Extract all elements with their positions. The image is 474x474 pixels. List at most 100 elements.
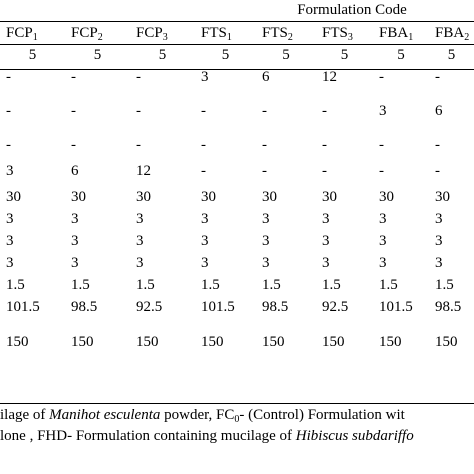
table-cell: 3 bbox=[379, 255, 387, 271]
table-cell: - bbox=[201, 137, 206, 153]
column-header: FCP1 bbox=[0, 22, 65, 44]
table-cell: 150 bbox=[379, 334, 402, 350]
units-rule bbox=[0, 69, 474, 70]
table-cell: - bbox=[136, 69, 141, 85]
table-cell: 101.5 bbox=[379, 299, 413, 315]
column-header-base: FBA bbox=[435, 25, 465, 41]
column-header-subscript: 1 bbox=[408, 32, 414, 43]
column-header: FBA2 bbox=[429, 22, 474, 44]
table-cell: - bbox=[379, 137, 384, 153]
table-cell: 5 bbox=[158, 47, 167, 63]
column-header-subscript: 1 bbox=[32, 32, 38, 43]
table-cell: 1.5 bbox=[262, 277, 281, 293]
table-cell: 150 bbox=[136, 334, 159, 350]
table-cell: - bbox=[379, 69, 384, 85]
table-cell: 3 bbox=[435, 211, 443, 227]
table-cell: 92.5 bbox=[136, 299, 163, 315]
table-cell: 1.5 bbox=[6, 277, 25, 293]
column-header-base: FBA bbox=[379, 25, 409, 41]
table-cell: 3 bbox=[6, 255, 14, 271]
column-header-subscript: 1 bbox=[226, 32, 232, 43]
column-header: FBA1 bbox=[373, 22, 429, 44]
column-header-subscript: 3 bbox=[162, 32, 168, 43]
table-cell: 5 bbox=[282, 47, 290, 63]
table-cell: - bbox=[136, 103, 141, 119]
table-cell: 5 bbox=[93, 47, 102, 63]
table-cell: 5 bbox=[340, 47, 349, 63]
column-header: FCP2 bbox=[65, 22, 130, 44]
table-cell: 1.5 bbox=[136, 277, 155, 293]
table-cell: 3 bbox=[6, 163, 14, 179]
table-cell: 3 bbox=[322, 211, 330, 227]
table-cell: - bbox=[262, 163, 267, 179]
table-cell: - bbox=[6, 103, 11, 119]
table-cell: 30 bbox=[262, 189, 277, 205]
table-cell: 3 bbox=[136, 255, 144, 271]
table-cell: 1.5 bbox=[71, 277, 90, 293]
table-cell: 3 bbox=[435, 233, 443, 249]
table-row: 5 5 5 5 5 5 5 5 bbox=[0, 44, 474, 66]
table-cell: 6 bbox=[262, 69, 270, 85]
table-cell: 92.5 bbox=[322, 299, 349, 315]
table-cell: 5 bbox=[221, 47, 230, 63]
table-cell: 150 bbox=[201, 334, 224, 350]
table-cell: 3 bbox=[262, 255, 270, 271]
table-cell: 3 bbox=[201, 255, 209, 271]
header-rule-top bbox=[0, 21, 474, 22]
table-cell: 150 bbox=[262, 334, 285, 350]
footnote-line-2: lone , FHD- Formulation containing mucil… bbox=[0, 428, 414, 444]
table-cell: - bbox=[322, 163, 327, 179]
table-cell: 3 bbox=[322, 233, 330, 249]
table-cell: 98.5 bbox=[71, 299, 98, 315]
table-cell: - bbox=[6, 137, 11, 153]
column-header-subscript: 2 bbox=[464, 32, 470, 43]
column-header: FTS1 bbox=[195, 22, 256, 44]
table-cell: - bbox=[435, 137, 440, 153]
table-row: 150 150 150 150 150 150 150 150 bbox=[0, 318, 474, 366]
column-header-base: FCP bbox=[136, 25, 163, 41]
table-cell: 3 bbox=[322, 255, 330, 271]
table-row: - - - 3 6 12 - - bbox=[0, 66, 474, 88]
table-cell: 150 bbox=[71, 334, 94, 350]
table-row: 101.5 98.5 92.5 101.5 98.5 92.5 101.5 98.5 bbox=[0, 296, 474, 318]
table-cell: 101.5 bbox=[6, 299, 40, 315]
table-row: -------- bbox=[0, 134, 474, 156]
table-cell: 3 bbox=[71, 211, 79, 227]
table-cell: 6 bbox=[435, 103, 443, 119]
column-header-base: FCP bbox=[6, 25, 33, 41]
table-cell: - bbox=[322, 137, 327, 153]
column-header-subscript: 3 bbox=[347, 32, 353, 43]
table-cell: - bbox=[201, 103, 206, 119]
table-cell: - bbox=[379, 163, 384, 179]
table-row: 3 6 12 - - - - - bbox=[0, 156, 474, 186]
table-cell: - bbox=[71, 103, 76, 119]
footnote-line-1: ilage of Manihot esculenta powder, FC0- … bbox=[0, 407, 405, 425]
column-header-subscript: 2 bbox=[97, 32, 103, 43]
table-row: 3 3 3 3 3 3 3 3 bbox=[0, 252, 474, 274]
table-cell: 30 bbox=[136, 189, 151, 205]
table-cell: 150 bbox=[322, 334, 345, 350]
table-cell: 3 bbox=[71, 233, 79, 249]
column-header: FCP3 bbox=[130, 22, 195, 44]
table-cell: 3 bbox=[435, 255, 443, 271]
table-cell: 30 bbox=[322, 189, 337, 205]
table-cell: 5 bbox=[397, 47, 405, 63]
table-cell: 1.5 bbox=[201, 277, 220, 293]
table-cell: - bbox=[435, 69, 440, 85]
table-cell: 98.5 bbox=[435, 299, 462, 315]
group-header: Formulation Code bbox=[297, 2, 407, 18]
table-cell: - bbox=[435, 163, 440, 179]
table-cell: 1.5 bbox=[379, 277, 398, 293]
table-cell: 1.5 bbox=[322, 277, 341, 293]
table-cell: 6 bbox=[71, 163, 79, 179]
table-cell: 12 bbox=[136, 163, 151, 179]
table-cell: 5 bbox=[447, 47, 456, 63]
table-row: 3 3 3 3 3 3 3 3 bbox=[0, 208, 474, 230]
table-cell: 30 bbox=[435, 189, 450, 205]
table-cell: - bbox=[322, 103, 327, 119]
table-cell: 1.5 bbox=[435, 277, 454, 293]
table-cell: - bbox=[71, 137, 76, 153]
column-header-base: FTS bbox=[201, 25, 227, 41]
